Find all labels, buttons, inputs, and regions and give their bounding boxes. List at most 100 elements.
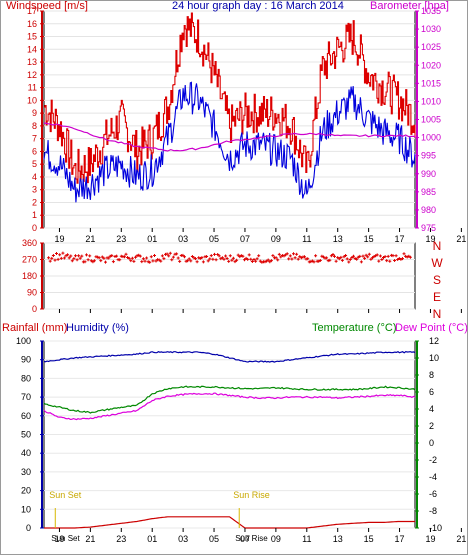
direction-point xyxy=(233,260,237,264)
direction-point xyxy=(110,254,114,258)
direction-point xyxy=(369,257,373,261)
lower-left-tick-label: 0 xyxy=(26,523,31,533)
wind-chart-title: 24 hour graph day : 16 March 2014 xyxy=(172,0,344,12)
lower-x-tick-label: 11 xyxy=(302,534,311,544)
wind-x-tick-label: 09 xyxy=(271,234,281,244)
direction-point xyxy=(137,253,141,257)
direction-point xyxy=(372,255,376,259)
wind-x-tick-label: 01 xyxy=(147,234,157,244)
direction-point xyxy=(282,254,286,258)
direction-point xyxy=(149,255,153,259)
direction-point xyxy=(385,259,389,263)
direction-point xyxy=(72,257,76,261)
direction-point xyxy=(145,256,149,260)
direction-point xyxy=(92,259,96,263)
direction-point xyxy=(178,259,182,263)
direction-point xyxy=(312,260,316,264)
direction-point xyxy=(293,256,297,260)
lower-right-tick-label: 10 xyxy=(429,353,439,363)
baro-right-tick-label: 975 xyxy=(421,223,436,233)
humidity-series-line xyxy=(43,351,416,363)
direction-point xyxy=(74,254,77,258)
lower-left-tick-label: 50 xyxy=(21,430,31,440)
speed-series-line xyxy=(43,81,416,203)
wind-left-tick-label: 12 xyxy=(27,70,37,80)
direction-point xyxy=(138,254,142,258)
wind-x-tick-label: 15 xyxy=(364,234,374,244)
direction-point xyxy=(322,255,325,259)
direction-point xyxy=(159,259,163,263)
wind-left-tick-label: 14 xyxy=(27,44,37,54)
wind-left-tick-label: 13 xyxy=(27,57,37,67)
windspeed-axis-label: Windspeed [m/s] xyxy=(6,0,88,12)
direction-point xyxy=(219,257,223,261)
direction-point xyxy=(337,257,341,261)
direction-point xyxy=(197,256,201,260)
direction-point xyxy=(208,257,212,261)
baro-right-tick-label: 1000 xyxy=(421,133,441,143)
direction-point xyxy=(382,256,385,259)
direction-point xyxy=(129,259,133,263)
lower-x-tick-label: 15 xyxy=(364,534,374,544)
lower-x-tick-label: 21 xyxy=(456,534,466,544)
direction-point xyxy=(154,259,158,263)
baro-right-tick-label: 995 xyxy=(421,151,436,161)
wind-left-tick-label: 4 xyxy=(32,172,37,182)
wind-left-tick-label: 1 xyxy=(32,210,37,220)
compass-label: N xyxy=(433,239,442,253)
lower-left-tick-label: 20 xyxy=(21,486,31,496)
direction-point xyxy=(396,258,400,261)
sun-event-label: Sun Set xyxy=(51,534,80,543)
wind-x-tick-label: 07 xyxy=(240,234,250,244)
direction-point xyxy=(175,252,179,256)
wind-left-tick-label: 2 xyxy=(32,197,37,207)
direction-point xyxy=(50,256,54,260)
direction-point xyxy=(347,260,351,264)
baro-right-tick-label: 1015 xyxy=(421,78,441,88)
direction-point xyxy=(348,258,352,261)
lower-right-tick-label: 2 xyxy=(429,421,434,431)
direction-point xyxy=(342,255,346,259)
lower-x-tick-label: 17 xyxy=(395,534,405,544)
direction-point xyxy=(209,254,213,258)
lower-right-tick-label: -8 xyxy=(429,506,437,516)
direction-point xyxy=(55,252,58,255)
direction-point xyxy=(345,257,349,261)
direction-point xyxy=(162,257,166,261)
baro-right-tick-label: 980 xyxy=(421,205,436,215)
direction-point xyxy=(246,257,250,261)
lower-left-tick-label: 70 xyxy=(21,392,31,402)
direction-point xyxy=(288,254,292,258)
direction-point xyxy=(235,258,239,262)
lower-left-tick-label: 30 xyxy=(21,467,31,477)
temperature-axis-label: Temperature (°C) xyxy=(312,322,396,334)
humidity-axis-label: Humidity (%) xyxy=(66,322,129,334)
lower-x-tick-label: 21 xyxy=(85,534,95,544)
direction-point xyxy=(298,255,302,259)
direction-point xyxy=(100,255,104,259)
direction-point xyxy=(407,254,411,258)
wind-x-tick-label: 19 xyxy=(54,234,64,244)
direction-point xyxy=(222,257,226,261)
direction-point xyxy=(160,254,164,258)
direction-point xyxy=(206,259,210,263)
direction-point xyxy=(148,260,152,264)
direction-point xyxy=(200,256,204,260)
direction-point xyxy=(183,255,186,259)
wind-left-tick-label: 6 xyxy=(32,146,37,156)
wind-x-tick-label: 21 xyxy=(456,234,466,244)
direction-point xyxy=(97,256,101,260)
direction-point xyxy=(201,260,205,264)
direction-point xyxy=(255,257,259,261)
direction-point xyxy=(58,253,62,257)
direction-point xyxy=(284,253,288,257)
direction-point xyxy=(359,260,363,264)
direction-point xyxy=(56,257,60,261)
direction-point xyxy=(393,259,397,262)
direction-point xyxy=(47,256,51,260)
wind-x-tick-label: 13 xyxy=(333,234,343,244)
direction-point xyxy=(118,258,122,262)
wind-x-tick-label: 19 xyxy=(425,234,435,244)
direction-point xyxy=(266,258,270,262)
lower-left-tick-label: 40 xyxy=(21,448,31,458)
